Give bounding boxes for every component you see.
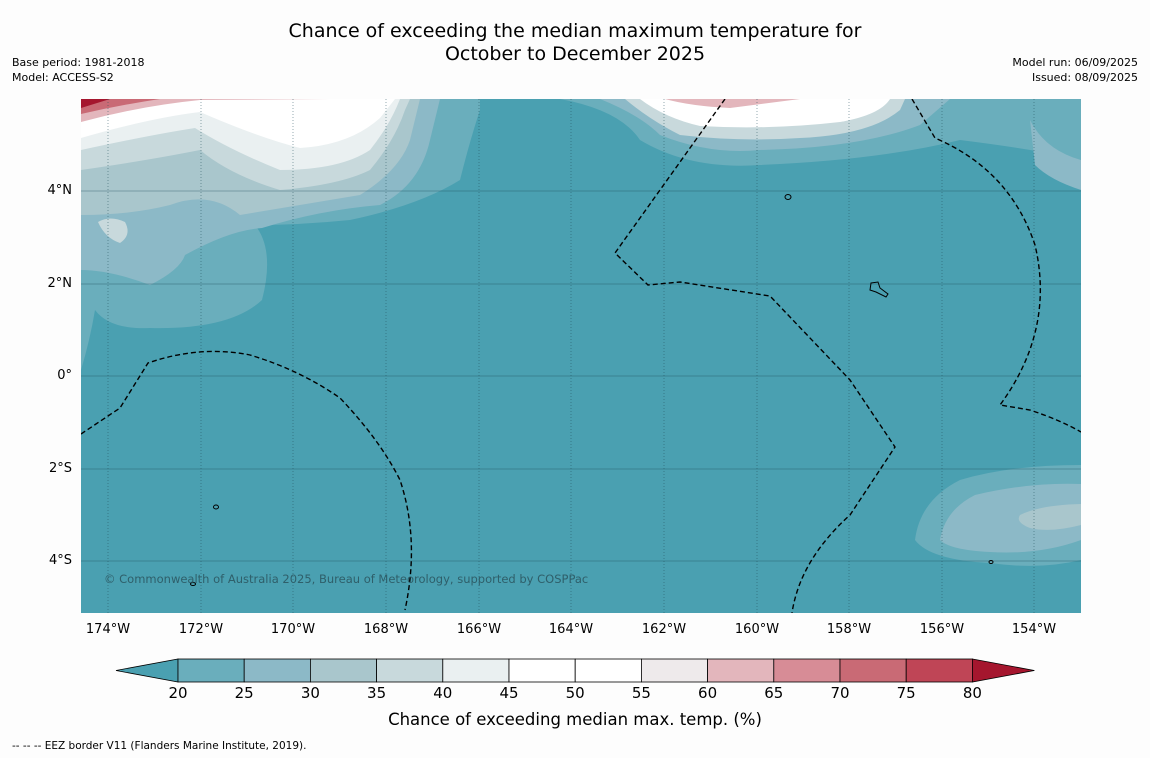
model-run: Model run: 06/09/2025 (1012, 56, 1138, 69)
field-patch-light (98, 218, 128, 243)
colorbar-segment (574, 658, 642, 683)
field-band-se-35 (1018, 504, 1081, 530)
field-band-north-50 (640, 99, 890, 128)
colorbar-segment (773, 658, 841, 683)
colorbar-segment (376, 658, 444, 683)
eez-legend-note: -- -- -- EEZ border V11 (Flanders Marine… (12, 740, 307, 752)
field-band-se-30 (940, 483, 1081, 553)
colorbar-tick-label: 35 (367, 684, 387, 702)
meta-left: Base period: 1981-2018 Model: ACCESS-S2 (12, 55, 144, 85)
islands (190, 194, 994, 586)
colorbar-segment (243, 658, 311, 683)
field-band-65 (81, 99, 330, 122)
colorbar-tick-label: 20 (168, 684, 188, 702)
colorbar-tick-label: 65 (764, 684, 784, 702)
colorbar-segment (839, 658, 907, 683)
copyright-notice: © Commonwealth of Australia 2025, Bureau… (104, 572, 589, 586)
lon-label-172w: 172°W (178, 622, 224, 637)
colorbar-tick-label: 40 (433, 684, 453, 702)
lon-label-154w: 154°W (1011, 622, 1057, 637)
lon-label-156w: 156°W (919, 622, 965, 637)
field-band-ne-30 (1030, 120, 1081, 190)
lat-label-4s: 4°S (48, 553, 72, 568)
island (190, 582, 196, 586)
lon-label-162w: 162°W (641, 622, 687, 637)
lat-label-4n: 4°N (47, 183, 73, 198)
island (784, 194, 792, 200)
colorbar-segment (508, 658, 576, 683)
colorbar-tick-label: 50 (565, 684, 585, 702)
chart-title-line1: Chance of exceeding the median maximum t… (288, 20, 862, 42)
colorbar-tick-label: 45 (499, 684, 519, 702)
meta-right: Model run: 06/09/2025 Issued: 08/09/2025 (1012, 55, 1138, 85)
colorbar-segment (905, 658, 973, 683)
eez-border-east (911, 99, 1081, 433)
colorbar-tick-label: 25 (234, 684, 254, 702)
issued-date: Issued: 08/09/2025 (1031, 71, 1138, 84)
lon-label-158w: 158°W (826, 622, 872, 637)
colorbar-tick-label: 75 (896, 684, 916, 702)
colorbar-arrow-high (972, 658, 1035, 683)
lat-label-2s: 2°S (48, 461, 72, 476)
island (213, 504, 219, 510)
lon-label-174w: 174°W (85, 622, 131, 637)
colorbar-tick-label: 60 (698, 684, 718, 702)
lat-label-0: 0° (57, 368, 72, 383)
lon-label-170w: 170°W (270, 622, 316, 637)
colorbar-segment (309, 658, 377, 683)
field-band-80 (81, 99, 110, 108)
model-name: Model: ACCESS-S2 (12, 71, 114, 84)
island (869, 281, 889, 298)
lon-label-166w: 166°W (456, 622, 502, 637)
colorbar-arrow-low (115, 658, 179, 683)
chart-title-line2: October to December 2025 (444, 43, 706, 65)
probability-field (81, 99, 1081, 613)
eez-borders (81, 99, 1081, 613)
lon-label-168w: 168°W (363, 622, 409, 637)
colorbar (115, 658, 1035, 683)
field-band-75 (81, 99, 160, 114)
lon-label-160w: 160°W (734, 622, 780, 637)
base-period: Base period: 1981-2018 (12, 56, 145, 69)
colorbar-segment (641, 658, 709, 683)
lon-label-164w: 164°W (548, 622, 594, 637)
colorbar-tick-label: 55 (631, 684, 651, 702)
island (988, 560, 994, 564)
colorbar-label: Chance of exceeding median max. temp. (%… (388, 710, 762, 729)
colorbar-tick-label: 70 (830, 684, 850, 702)
colorbar-segment (707, 658, 775, 683)
gridlines (81, 190, 1081, 562)
lat-label-2n: 2°N (47, 276, 73, 291)
field-band-50 (81, 99, 395, 148)
colorbar-segment (177, 658, 245, 683)
colorbar-tick-label: 80 (962, 684, 982, 702)
colorbar-tick-label: 30 (300, 684, 320, 702)
colorbar-segment (442, 658, 510, 683)
field-band-north-65 (665, 99, 800, 108)
eez-border-central (614, 99, 896, 613)
